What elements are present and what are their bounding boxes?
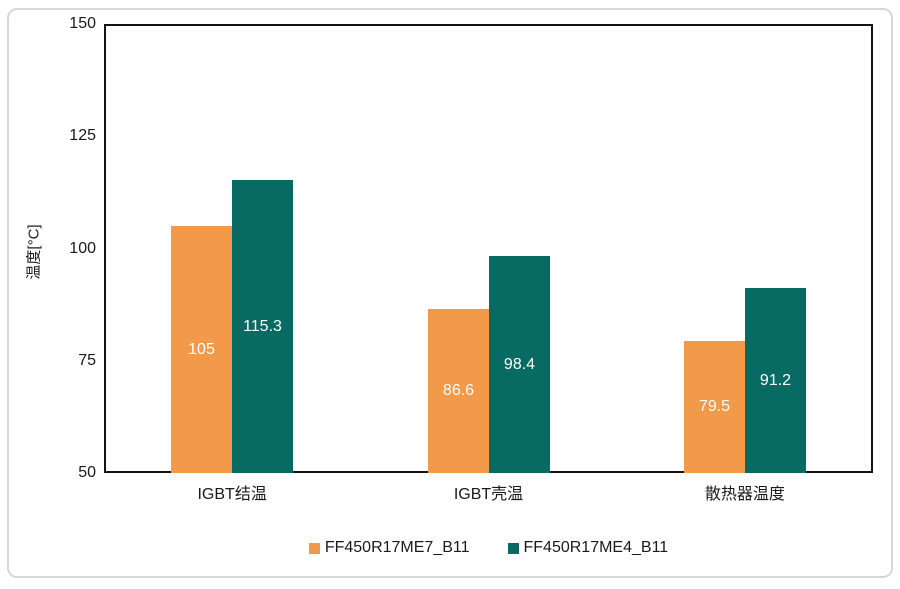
bar-value-label: 115.3 xyxy=(243,317,282,335)
x-category-label: IGBT结温 xyxy=(197,486,267,503)
legend-color-swatch xyxy=(507,542,519,554)
legend-item: FF450R17ME4_B11 xyxy=(507,538,669,558)
bar-value-label: 86.6 xyxy=(442,382,475,399)
y-tick-label: 75 xyxy=(78,351,96,369)
bar xyxy=(489,256,550,473)
y-tick-label: 50 xyxy=(78,464,96,481)
legend-color-swatch xyxy=(308,542,320,554)
bar xyxy=(745,288,806,473)
legend-label: FF450R17ME7_B11 xyxy=(324,539,470,556)
legend-label: FF450R17ME4_B11 xyxy=(523,539,669,556)
x-category-label: IGBT壳温 xyxy=(453,486,524,503)
bar-value-label: 91.2 xyxy=(759,371,792,389)
bar-value-label: 79.5 xyxy=(698,398,731,415)
plot-area-inner: 105 115.3 IGBT结温 86.6 98.4 IGBT壳温 79.5 91.2 散热器温… xyxy=(104,24,873,503)
bar-value-label: 105 xyxy=(188,340,215,358)
y-tick-label: 100 xyxy=(69,239,96,257)
y-tick-label: 125 xyxy=(69,127,96,145)
bar xyxy=(684,341,745,473)
bar xyxy=(171,226,232,473)
bar xyxy=(428,309,489,473)
legend: FF450R17ME7_B11 FF450R17ME4_B11 xyxy=(104,538,873,558)
x-category-label: 散热器温度 xyxy=(704,486,785,503)
legend-item: FF450R17ME7_B11 xyxy=(308,538,470,558)
bar xyxy=(232,180,293,473)
bar-value-label: 98.4 xyxy=(503,355,536,373)
y-tick-label: 150 xyxy=(69,15,96,32)
